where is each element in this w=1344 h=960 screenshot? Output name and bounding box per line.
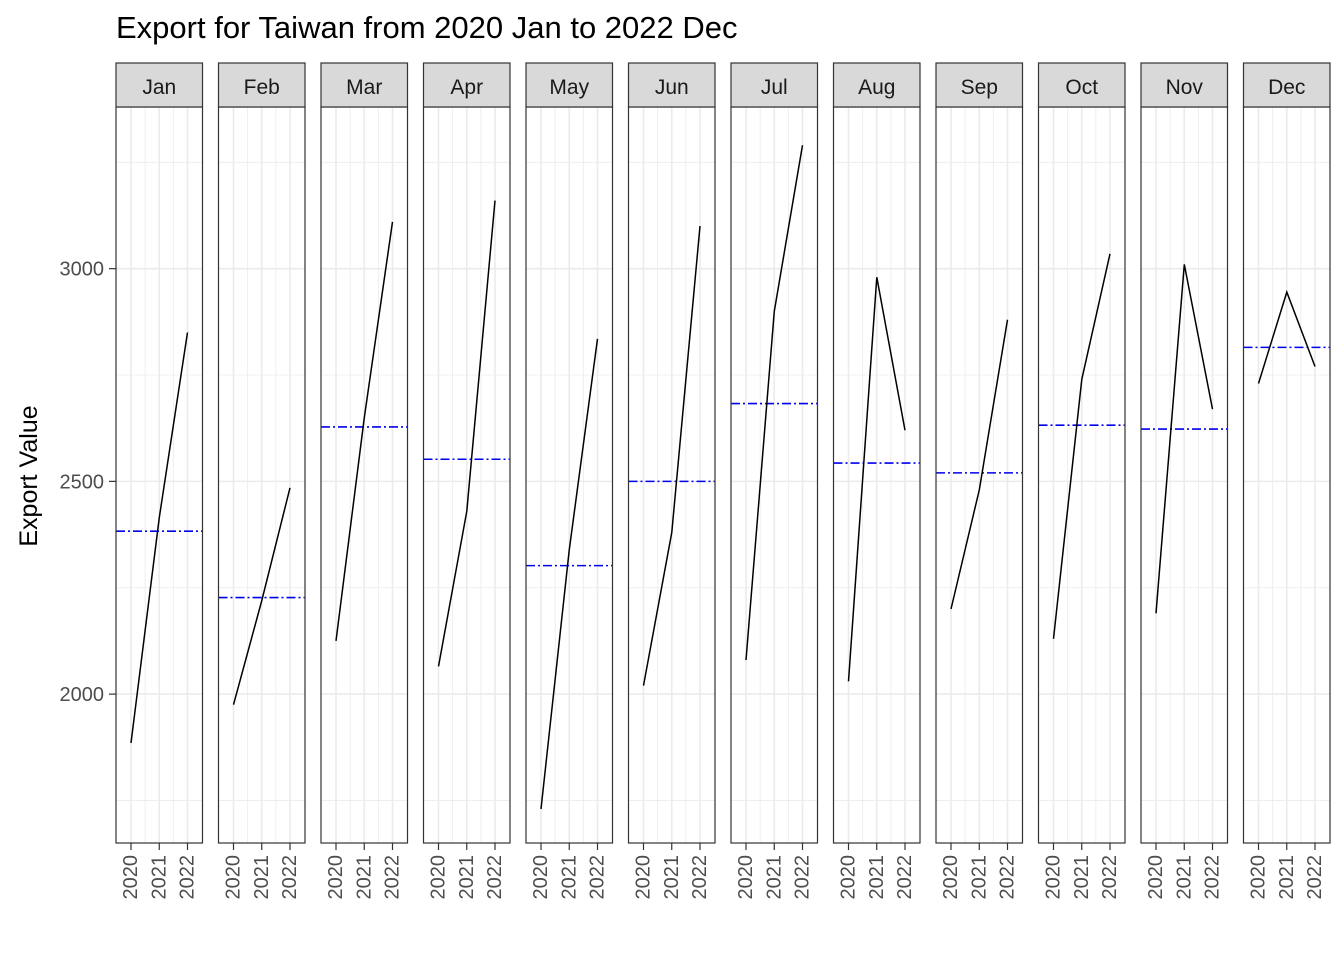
facet-strip bbox=[832, 62, 921, 108]
facet-strip bbox=[217, 62, 306, 108]
y-tick-label: 2500 bbox=[60, 471, 105, 493]
x-tick-label: 2021 bbox=[866, 855, 888, 900]
facet-label: Jul bbox=[761, 76, 788, 99]
x-tick-label: 2021 bbox=[1173, 855, 1195, 900]
series-line bbox=[1257, 289, 1316, 384]
x-tick-label: 2020 bbox=[530, 855, 552, 900]
x-tick-label: 2021 bbox=[1071, 855, 1093, 900]
x-tick-label: 2021 bbox=[353, 855, 375, 900]
series-line bbox=[1155, 264, 1214, 614]
y-axis: 2000 2500 3000 bbox=[60, 259, 116, 706]
facet-label: Oct bbox=[1065, 76, 1098, 99]
x-tick-label: 2020 bbox=[223, 855, 245, 900]
x-tick-label: 2020 bbox=[1145, 855, 1167, 900]
x-tick-label: 2020 bbox=[735, 855, 757, 900]
facet-panel-apr: Apr 2020 2021 2022 bbox=[422, 62, 511, 900]
facet-strip bbox=[730, 62, 819, 108]
x-tick-label: 2021 bbox=[661, 855, 683, 900]
facet-panel-feb: Feb 2020 2021 2022 bbox=[217, 62, 306, 900]
y-tick-label: 3000 bbox=[60, 259, 105, 281]
chart-title: Export for Taiwan from 2020 Jan to 2022 … bbox=[116, 10, 738, 45]
series-line bbox=[232, 487, 291, 705]
facet-label: Aug bbox=[858, 76, 895, 99]
x-tick-label: 2022 bbox=[997, 855, 1019, 900]
facet-panel-may: May 2020 2021 2022 bbox=[525, 62, 614, 900]
x-tick-label: 2022 bbox=[177, 855, 199, 900]
facet-strip bbox=[422, 62, 511, 108]
x-tick-label: 2020 bbox=[1043, 855, 1065, 900]
facet-strip bbox=[320, 62, 409, 108]
series-line bbox=[335, 221, 394, 641]
x-tick-label: 2022 bbox=[689, 855, 711, 900]
x-tick-label: 2021 bbox=[968, 855, 990, 900]
y-axis-label: Export Value bbox=[15, 405, 43, 546]
facet-strip bbox=[627, 62, 716, 108]
series-line bbox=[642, 226, 701, 686]
facet-label: Dec bbox=[1268, 76, 1305, 99]
x-tick-label: 2021 bbox=[763, 855, 785, 900]
facet-panel-jun: Jun 2020 2021 2022 bbox=[627, 62, 716, 900]
facet-label: Nov bbox=[1166, 76, 1204, 99]
facet-panel-jan: Jan 2020 2021 2022 bbox=[115, 62, 204, 900]
facet-label: Sep bbox=[961, 76, 998, 99]
x-tick-label: 2021 bbox=[251, 855, 273, 900]
x-tick-label: 2020 bbox=[633, 855, 655, 900]
x-tick-label: 2022 bbox=[894, 855, 916, 900]
series-line bbox=[437, 200, 496, 667]
facet-label: Jun bbox=[655, 76, 689, 99]
x-tick-label: 2020 bbox=[940, 855, 962, 900]
facet-label: Mar bbox=[346, 76, 382, 99]
x-tick-label: 2020 bbox=[1248, 855, 1270, 900]
x-tick-label: 2022 bbox=[1202, 855, 1224, 900]
facet-panel-aug: Aug 2020 2021 2022 bbox=[832, 62, 921, 900]
x-tick-label: 2021 bbox=[148, 855, 170, 900]
x-tick-label: 2021 bbox=[558, 855, 580, 900]
x-tick-label: 2022 bbox=[484, 855, 506, 900]
y-tick-label: 2000 bbox=[60, 684, 105, 706]
facet-label: Apr bbox=[450, 76, 483, 99]
facet-strip bbox=[1140, 62, 1229, 108]
facet-panel-sep: Sep 2020 2021 2022 bbox=[935, 62, 1024, 900]
x-tick-label: 2021 bbox=[1276, 855, 1298, 900]
x-tick-label: 2020 bbox=[838, 855, 860, 900]
facet-panel-nov: Nov 2020 2021 2022 bbox=[1140, 62, 1229, 900]
x-tick-label: 2022 bbox=[792, 855, 814, 900]
series-line bbox=[745, 145, 804, 661]
facet-panels: Jan 2020 2021 2022 Feb 2020 2021 2022 Mar 2020 202… bbox=[115, 62, 1331, 900]
x-tick-label: 2021 bbox=[456, 855, 478, 900]
facet-panel-oct: Oct 2020 2021 2022 bbox=[1037, 62, 1126, 900]
x-tick-label: 2020 bbox=[428, 855, 450, 900]
series-line bbox=[540, 338, 599, 810]
facet-label: Jan bbox=[142, 76, 176, 99]
facet-strip bbox=[115, 62, 204, 108]
x-tick-label: 2022 bbox=[382, 855, 404, 900]
x-tick-label: 2022 bbox=[279, 855, 301, 900]
series-line bbox=[950, 319, 1009, 610]
x-tick-label: 2022 bbox=[1099, 855, 1121, 900]
series-line bbox=[130, 332, 189, 744]
facet-label: May bbox=[549, 76, 589, 99]
series-line bbox=[847, 277, 906, 682]
facet-panel-dec: Dec 2020 2021 2022 bbox=[1242, 62, 1331, 900]
x-tick-label: 2020 bbox=[120, 855, 142, 900]
facet-strip bbox=[1037, 62, 1126, 108]
facet-panel-mar: Mar 2020 2021 2022 bbox=[320, 62, 409, 900]
x-tick-label: 2022 bbox=[587, 855, 609, 900]
series-line bbox=[1052, 253, 1111, 639]
facet-strip bbox=[1242, 62, 1331, 108]
x-tick-label: 2020 bbox=[325, 855, 347, 900]
x-tick-label: 2022 bbox=[1304, 855, 1326, 900]
facet-strip bbox=[935, 62, 1024, 108]
facet-label: Feb bbox=[244, 76, 280, 99]
facet-panel-jul: Jul 2020 2021 2022 bbox=[730, 62, 819, 900]
facet-strip bbox=[525, 62, 614, 108]
